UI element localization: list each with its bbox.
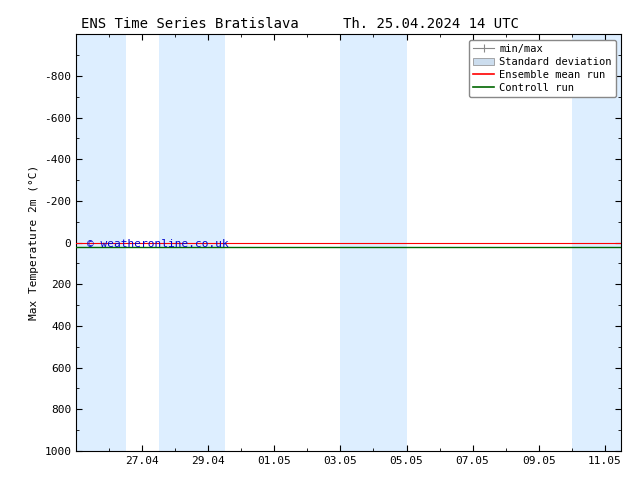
Text: © weatheronline.co.uk: © weatheronline.co.uk: [87, 239, 229, 249]
Bar: [158, 34, 225, 451]
Bar: [76, 34, 126, 451]
Text: ENS Time Series Bratislava: ENS Time Series Bratislava: [81, 17, 299, 31]
Bar: [572, 34, 621, 451]
Legend: min/max, Standard deviation, Ensemble mean run, Controll run: min/max, Standard deviation, Ensemble me…: [469, 40, 616, 97]
Y-axis label: Max Temperature 2m (°C): Max Temperature 2m (°C): [29, 165, 39, 320]
Bar: [340, 34, 406, 451]
Text: Th. 25.04.2024 14 UTC: Th. 25.04.2024 14 UTC: [343, 17, 519, 31]
